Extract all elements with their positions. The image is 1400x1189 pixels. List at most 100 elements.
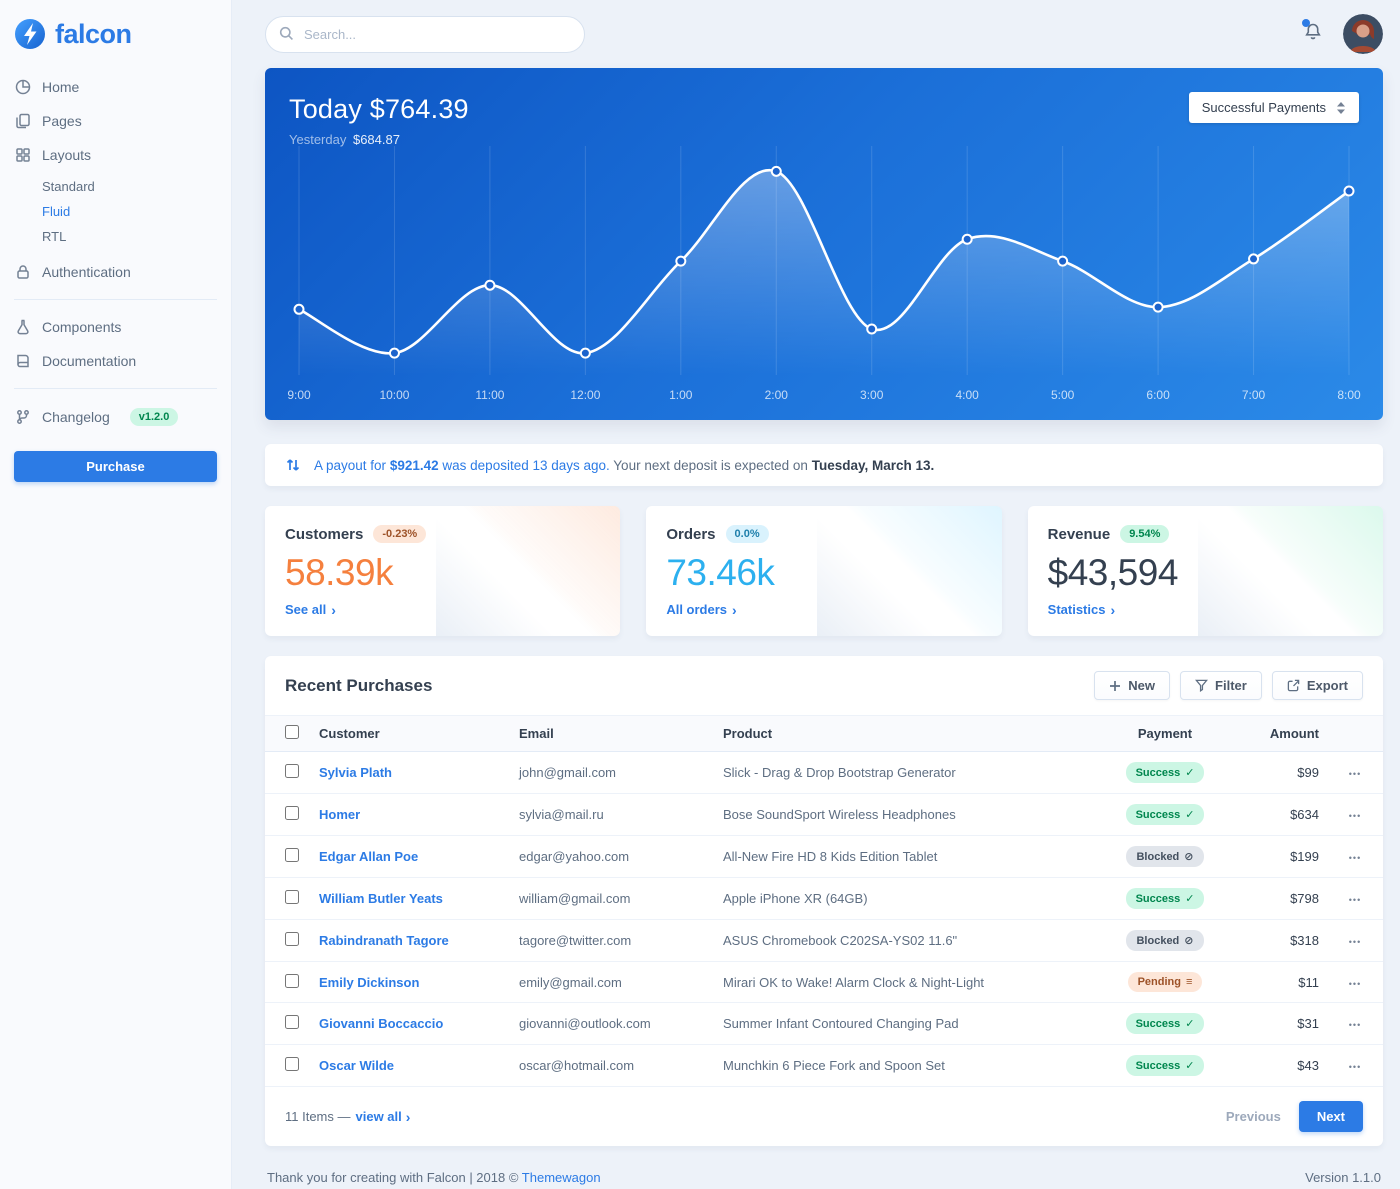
payout-text-2[interactable]: was deposited 13 days ago. (442, 457, 610, 473)
row-checkbox[interactable] (285, 973, 299, 988)
customer-link[interactable]: Emily Dickinson (319, 974, 420, 990)
sidebar-item-changelog[interactable]: Changelog v1.2.0 (0, 399, 231, 435)
amount-cell: $99 (1297, 765, 1319, 780)
payment-badge: Success ✓ (1125, 888, 1205, 909)
row-checkbox[interactable] (285, 764, 299, 778)
email-cell: william@gmail.com (511, 877, 715, 920)
version-text: Version 1.1.0 (1305, 1170, 1381, 1185)
exchange-arrows-icon (285, 457, 301, 473)
view-all-link[interactable]: view all › (355, 1108, 411, 1125)
customer-link[interactable]: Rabindranath Tagore (319, 933, 449, 948)
chart-header: Today $764.39 Yesterday $684.87 (289, 94, 469, 147)
themewagon-link[interactable]: Themewagon (521, 1170, 601, 1185)
payments-type-select[interactable]: Successful Payments (1188, 92, 1359, 123)
sidebar-subitem-fluid[interactable]: Fluid (42, 204, 71, 219)
payment-badge-label: Success (1135, 766, 1181, 779)
notifications-button[interactable] (1302, 18, 1323, 47)
svg-text:4:00: 4:00 (956, 388, 980, 402)
previous-button[interactable]: Previous (1225, 1109, 1281, 1124)
payment-status-icon: ✓ (1185, 767, 1195, 779)
filter-button[interactable]: Filter (1180, 671, 1262, 700)
row-checkbox[interactable] (285, 890, 299, 904)
table-row: William Butler Yeats william@gmail.com A… (265, 877, 1383, 920)
sidebar-item-authentication[interactable]: Authentication (0, 255, 231, 289)
filter-icon (1195, 679, 1209, 692)
ellipsis-icon: ••• (1348, 895, 1362, 905)
row-actions-button[interactable]: ••• (1349, 853, 1361, 863)
payout-amount: $921.42 (389, 457, 439, 473)
customer-link[interactable]: Oscar Wilde (319, 1058, 395, 1073)
col-payment: Payment (1095, 715, 1235, 752)
product-cell: Mirari OK to Wake! Alarm Clock & Night-L… (715, 961, 1095, 1003)
sidebar-nav: Home Pages Layouts Standard Fluid RTL Au… (0, 70, 231, 435)
sidebar-item-components[interactable]: Components (0, 310, 231, 344)
search-box (265, 15, 585, 53)
table-row: Edgar Allan Poe edgar@yahoo.com All-New … (265, 835, 1383, 878)
search-input[interactable] (265, 15, 585, 53)
sidebar-item-pages[interactable]: Pages (0, 104, 231, 138)
customer-link[interactable]: William Butler Yeats (319, 891, 443, 906)
payment-badge: Success ✓ (1125, 1055, 1205, 1076)
customer-link[interactable]: Edgar Allan Poe (319, 849, 419, 864)
row-actions-button[interactable]: ••• (1349, 1062, 1361, 1072)
row-checkbox[interactable] (285, 848, 299, 862)
email-cell: tagore@twitter.com (511, 919, 715, 962)
next-button[interactable]: Next (1298, 1101, 1363, 1132)
customer-link[interactable]: Homer (319, 807, 361, 822)
payment-status-icon: ✓ (1185, 893, 1195, 905)
sidebar-item-home[interactable]: Home (0, 70, 231, 104)
row-actions-button[interactable]: ••• (1349, 979, 1361, 989)
payment-status-icon: ✓ (1185, 809, 1195, 821)
sidebar-item-label: Layouts (42, 147, 92, 163)
stat-title: Customers (285, 525, 364, 543)
svg-text:2:00: 2:00 (765, 388, 789, 402)
new-button[interactable]: New (1094, 671, 1171, 700)
row-actions-button[interactable]: ••• (1349, 769, 1361, 779)
export-button[interactable]: Export (1271, 671, 1363, 700)
product-cell: Apple iPhone XR (64GB) (715, 877, 1095, 920)
sidebar-item-documentation[interactable]: Documentation (0, 344, 231, 378)
ellipsis-icon: ••• (1348, 978, 1362, 989)
customer-link[interactable]: Giovanni Boccaccio (319, 1016, 444, 1031)
select-all-checkbox[interactable] (285, 725, 299, 739)
layouts-submenu: Standard Fluid RTL (0, 172, 231, 255)
purchases-table: Customer Email Product Payment Amount Sy… (265, 715, 1383, 1086)
row-actions-button[interactable]: ••• (1349, 1020, 1361, 1030)
svg-text:12:00: 12:00 (570, 388, 600, 402)
row-actions-button[interactable]: ••• (1349, 895, 1361, 905)
sidebar-subitem-standard[interactable]: Standard (42, 179, 95, 194)
today-total: Today $764.39 (289, 94, 469, 124)
amount-cell: $199 (1235, 835, 1327, 878)
row-checkbox[interactable] (285, 932, 299, 946)
sidebar-item-layouts[interactable]: Layouts (0, 138, 231, 172)
book-icon (14, 353, 31, 369)
payment-badge: Blocked ⊘ (1126, 846, 1204, 867)
falcon-logo[interactable]: falcon (0, 0, 231, 70)
svg-text:5:00: 5:00 (1051, 388, 1075, 402)
stat-value: 73.46k (666, 552, 775, 593)
table-row: Emily Dickinson emily@gmail.com Mirari O… (265, 961, 1383, 1003)
payment-badge-label: Blocked (1136, 850, 1180, 863)
row-actions-button[interactable]: ••• (1349, 937, 1361, 947)
sidebar-item-label: Documentation (42, 353, 137, 369)
purchase-button[interactable]: Purchase (14, 451, 217, 482)
product-cell: Munchkin 6 Piece Fork and Spoon Set (715, 1044, 1095, 1086)
amount-cell: $43 (1235, 1044, 1327, 1086)
row-checkbox[interactable] (285, 1015, 299, 1029)
page-footer: Thank you for creating with Falcon | 201… (265, 1146, 1383, 1189)
statistics-link[interactable]: Statistics › (1047, 601, 1116, 618)
all-orders-link[interactable]: All orders › (666, 601, 737, 618)
see-all-link[interactable]: See all › (285, 601, 336, 618)
payment-badge: Success ✓ (1125, 762, 1205, 783)
sidebar-item-label: Pages (42, 113, 82, 129)
sidebar-subitem-rtl[interactable]: RTL (42, 229, 67, 244)
product-cell: Slick - Drag & Drop Bootstrap Generator (723, 765, 956, 780)
purchases-table-body: Sylvia Plath john@gmail.com Slick - Drag… (265, 752, 1383, 1086)
stat-card-customers: Customers -0.23% 58.39k See all › (265, 506, 621, 636)
user-avatar[interactable] (1343, 14, 1383, 54)
customer-link[interactable]: Sylvia Plath (319, 765, 392, 780)
row-actions-button[interactable]: ••• (1349, 811, 1361, 821)
row-checkbox[interactable] (285, 806, 299, 820)
ellipsis-icon: ••• (1348, 1020, 1362, 1030)
row-checkbox[interactable] (285, 1057, 299, 1071)
